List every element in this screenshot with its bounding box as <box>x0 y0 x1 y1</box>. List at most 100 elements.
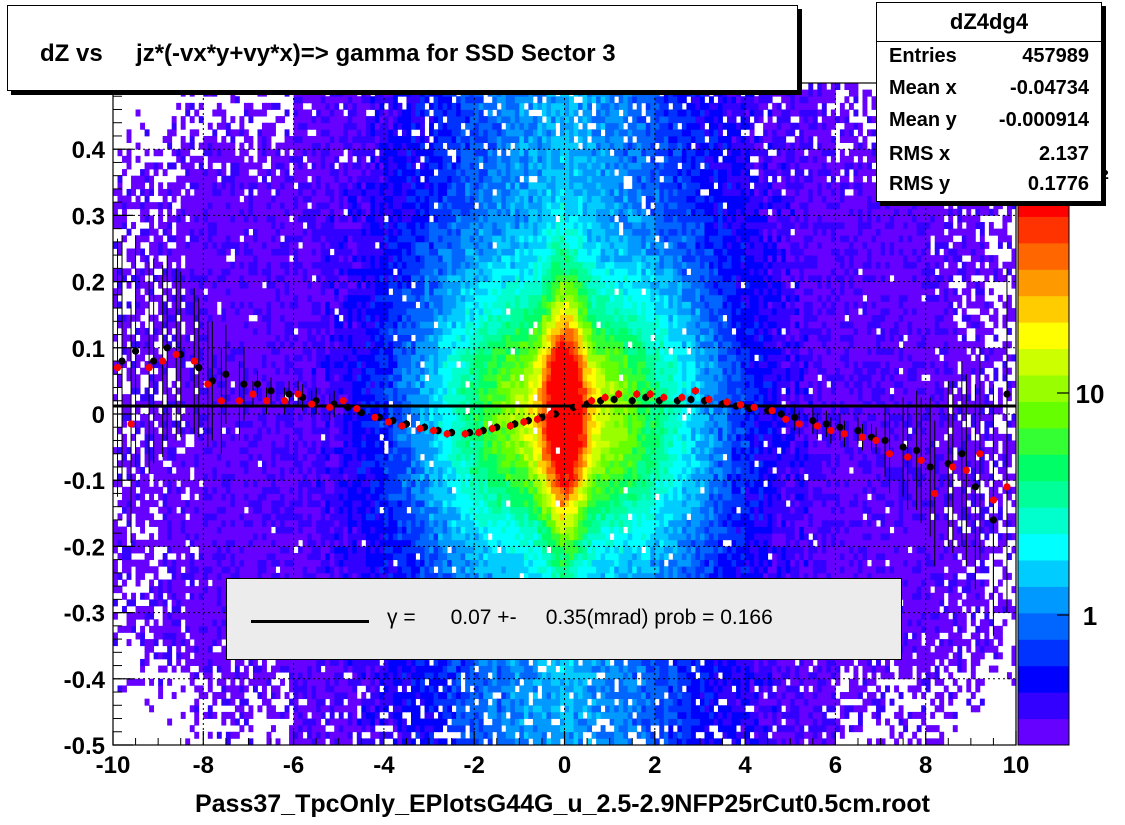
data-point <box>164 344 171 351</box>
data-point <box>963 467 970 474</box>
data-point <box>547 410 554 417</box>
color-scale-bin <box>1018 507 1069 534</box>
data-point <box>430 427 437 434</box>
data-point <box>949 463 956 470</box>
y-tick-label: 0.2 <box>72 270 105 297</box>
data-point <box>308 400 315 407</box>
x-tick-label: 10 <box>1003 752 1030 779</box>
data-point <box>881 437 888 444</box>
y-tick-label: -0.4 <box>64 667 106 694</box>
color-scale-bin <box>1018 666 1069 693</box>
color-scale-bin <box>1018 719 1069 746</box>
data-point <box>814 422 821 429</box>
stats-label: RMS y <box>889 173 950 196</box>
data-point <box>904 453 911 460</box>
stats-row-rms-y: RMS y 0.1776 <box>889 173 1089 203</box>
data-point <box>159 357 166 364</box>
color-scale-bin <box>1018 375 1069 402</box>
color-scale-bin <box>1018 613 1069 640</box>
data-point <box>475 429 482 436</box>
data-point <box>647 391 654 398</box>
data-point <box>204 381 211 388</box>
data-point <box>371 414 378 421</box>
color-scale-bin <box>1018 401 1069 428</box>
y-tick-label: -0.3 <box>64 601 105 628</box>
data-point <box>240 381 247 388</box>
data-point <box>146 364 153 371</box>
color-scale-bin <box>1018 481 1069 508</box>
data-point <box>267 387 274 394</box>
y-tick-label: -0.1 <box>64 468 105 495</box>
color-scale-bin <box>1018 560 1069 587</box>
data-point <box>859 434 866 441</box>
fit-legend: γ = 0.07 +- 0.35(mrad) prob = 0.166 <box>226 578 902 660</box>
stats-value: 2.137 <box>1039 143 1089 166</box>
x-axis-title: Pass37_TpcOnly_EPlotsG44G_u_2.5-2.9NFP25… <box>0 790 1125 819</box>
y-tick-label: 0.4 <box>72 137 106 164</box>
data-point <box>444 430 451 437</box>
data-point <box>344 404 351 411</box>
data-point <box>931 490 938 497</box>
y-tick-label: -0.2 <box>64 534 105 561</box>
data-point <box>827 427 834 434</box>
stats-label: Mean x <box>889 77 957 100</box>
stats-row-mean-y: Mean y -0.000914 <box>889 109 1089 139</box>
data-point <box>295 391 302 398</box>
color-scale-bin <box>1018 349 1069 376</box>
x-tick-label: 4 <box>738 752 752 779</box>
data-point <box>1003 483 1010 490</box>
data-point <box>114 364 121 371</box>
stats-row-rms-x: RMS x 2.137 <box>889 143 1089 173</box>
x-tick-label: 6 <box>829 752 842 779</box>
x-tick-label: -6 <box>283 752 304 779</box>
data-point <box>489 425 496 432</box>
data-point <box>751 404 758 411</box>
data-point <box>326 404 333 411</box>
color-scale-bin <box>1018 322 1069 349</box>
data-point <box>918 457 925 464</box>
color-scale-bin <box>1018 586 1069 613</box>
stats-label: Entries <box>889 45 957 68</box>
color-scale-bin <box>1018 428 1069 455</box>
data-point <box>398 422 405 429</box>
stats-row-mean-x: Mean x -0.04734 <box>889 77 1089 107</box>
data-point <box>173 351 180 358</box>
data-point <box>150 357 157 364</box>
data-point <box>841 430 848 437</box>
stats-label: RMS x <box>889 143 950 166</box>
data-point <box>588 397 595 404</box>
stats-value: -0.04734 <box>1010 77 1089 100</box>
data-point <box>222 371 229 378</box>
y-tick-label: -0.5 <box>64 733 105 760</box>
data-point <box>633 391 640 398</box>
data-point <box>249 391 256 398</box>
data-point <box>416 425 423 432</box>
data-point <box>660 394 667 401</box>
stats-value: 0.1776 <box>1028 173 1089 196</box>
color-scale-bin <box>1018 639 1069 666</box>
stats-row-entries: Entries 457989 <box>889 45 1089 75</box>
x-tick-label: 2 <box>648 752 661 779</box>
z-tick-label: 1 <box>1083 601 1097 631</box>
data-point <box>737 401 744 408</box>
color-scale-bin <box>1018 454 1069 481</box>
color-scale: 11010² <box>1018 164 1109 746</box>
y-tick-label: 0.3 <box>72 203 105 230</box>
data-point <box>796 420 803 427</box>
chart-title: dZ vs jz*(-vx*y+vy*x)=> gamma for SSD Se… <box>40 40 616 68</box>
data-point <box>886 450 893 457</box>
stats-value: -0.000914 <box>999 109 1089 132</box>
data-point <box>602 394 609 401</box>
y-tick-label: 0 <box>92 402 105 429</box>
x-tick-label: -8 <box>193 752 214 779</box>
title-box: dZ vs jz*(-vx*y+vy*x)=> gamma for SSD Se… <box>7 5 798 91</box>
color-scale-bin <box>1018 243 1069 270</box>
data-point <box>692 387 699 394</box>
data-point <box>127 420 134 427</box>
data-point <box>900 444 907 451</box>
data-point <box>705 396 712 403</box>
data-point <box>972 483 979 490</box>
data-point <box>615 391 622 398</box>
data-point <box>353 405 360 412</box>
stats-box: dZ4dg4 Entries 457989 Mean x -0.04734 Me… <box>876 2 1102 202</box>
